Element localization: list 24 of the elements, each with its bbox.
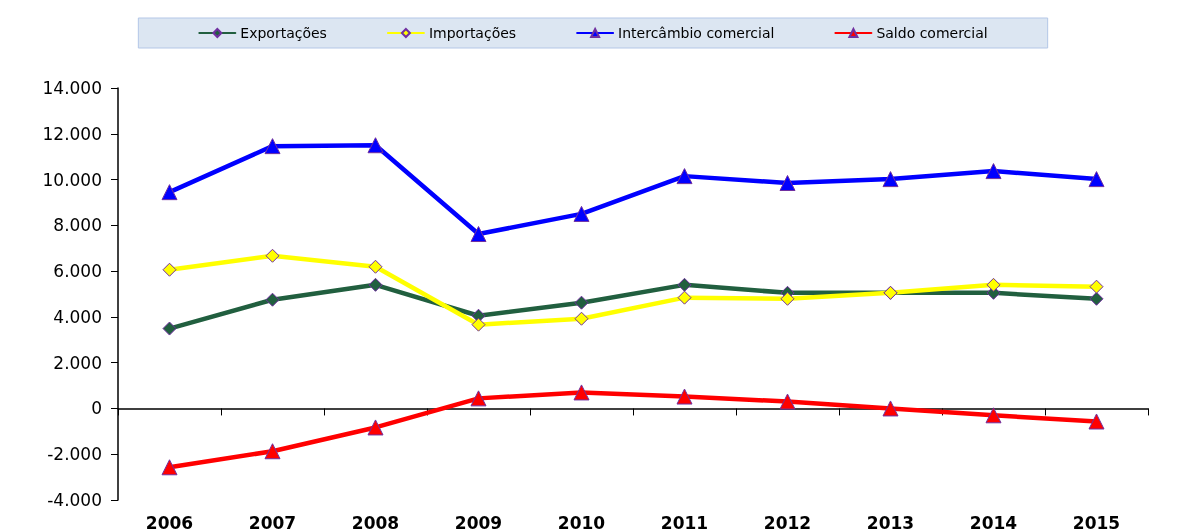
y-tick-label: 6.000	[53, 261, 102, 282]
y-tick-label: 0	[91, 398, 102, 419]
y-tick-label: 2.000	[53, 352, 102, 373]
y-tick-label: 8.000	[53, 215, 102, 236]
x-tick-label: 2013	[866, 512, 915, 532]
x-tick-label: 2007	[248, 512, 297, 532]
x-tick-label: 2015	[1072, 512, 1121, 532]
x-tick-label: 2014	[969, 512, 1018, 532]
x-tick-label: 2010	[557, 512, 606, 532]
y-tick-label: 10.000	[42, 169, 102, 190]
legend-label: Importações	[428, 25, 517, 41]
legend-label: Intercâmbio comercial	[618, 25, 775, 41]
y-tick-label: 14.000	[42, 78, 102, 98]
x-tick-label: 2009	[454, 512, 503, 532]
y-tick-label: -4.000	[47, 490, 102, 510]
x-tick-label: 2008	[351, 512, 400, 532]
legend-label: Saldo comercial	[876, 25, 988, 41]
y-tick-label: 4.000	[53, 306, 102, 327]
x-tick-label: 2006	[145, 512, 194, 532]
x-tick-label: 2012	[763, 512, 812, 532]
y-tick-label: -2.000	[47, 444, 102, 465]
y-tick-label: 12.000	[42, 123, 102, 144]
x-tick-label: 2011	[660, 512, 709, 532]
legend-label: Exportações	[240, 25, 327, 41]
